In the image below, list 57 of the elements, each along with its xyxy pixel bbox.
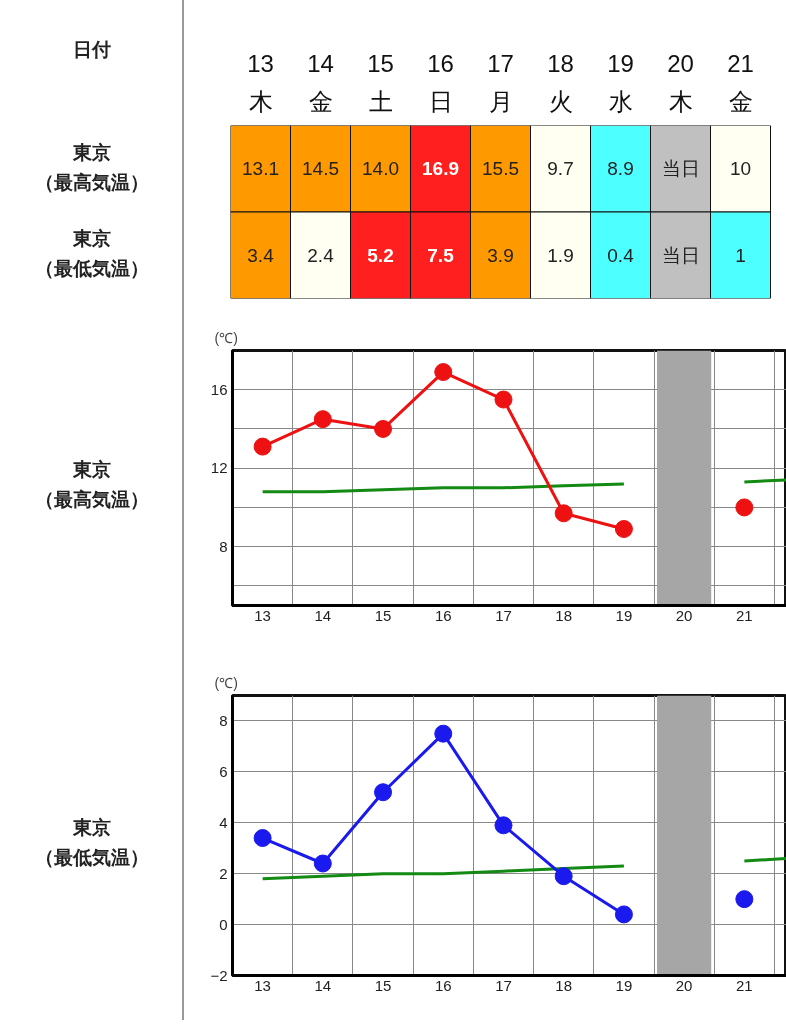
data-label: 3.9 [487,244,514,266]
data-label: 10 [729,158,752,180]
data-label: 7.5 [427,244,455,266]
x-tick-label: 16 [434,606,452,624]
x-tick-label: 15 土 [367,49,394,115]
y-axis-title: (℃) [214,329,238,346]
x-tick-label: 19 水 [607,49,634,115]
data-label: 5.2 [367,244,394,266]
x-tick-label: 13 木 [247,49,274,115]
y-tick-label: 12 [210,459,228,477]
x-tick-label: 18 [555,606,573,624]
x-tick-label: 19 [615,976,633,994]
data-label: 0.4 [607,244,635,266]
x-tick-label: 21 金 [727,49,754,115]
y-tick-label: 0 [219,915,228,933]
x-tick-label: 21 [736,976,753,994]
data-label: 1.9 [547,244,574,266]
x-tick-label: 20 木 [667,49,694,115]
data-label: 1 [735,244,746,266]
x-tick-label: 21 [736,606,753,624]
y-tick-label: 16 [210,380,228,398]
x-tick-label: 14 [314,976,332,994]
y-tick-label: −2 [210,966,228,984]
y-tick-label: 8 [219,711,228,729]
data-label: 14.5 [302,158,339,180]
x-tick-label: 14 金 [307,49,334,115]
y-tick-label: 4 [219,813,228,831]
data-label: 2.4 [307,244,335,266]
x-tick-label: 18 [555,976,573,994]
data-label: 13.1 [242,158,279,180]
data-label: 15.5 [482,158,519,180]
x-tick-label: 19 [615,606,633,624]
x-tick-label: 17 [495,606,512,624]
x-tick-label: 17 月 [487,49,514,115]
x-tick-label: 15 [374,606,392,624]
data-label: 14.0 [362,158,399,180]
x-tick-label: 20 [675,976,693,994]
data-label: 9.7 [547,158,574,180]
x-tick-label: 15 [374,976,392,994]
text: 当日 [661,158,700,180]
x-tick-label: 17 [495,976,512,994]
x-tick-label: 16 日 [427,49,454,115]
text: 当日 [661,244,700,266]
x-tick-label: 14 [314,606,332,624]
x-tick-label: 18 火 [547,49,574,115]
x-tick-label: 16 [434,976,452,994]
data-label: 3.4 [247,244,275,266]
y-axis-title: (℃) [214,674,238,691]
x-tick-label: 13 [254,606,271,624]
y-tick-label: 8 [219,537,228,555]
x-axis-title: 日付 [72,38,112,62]
y-tick-label: 6 [219,762,228,780]
y-tick-label: 2 [219,864,228,882]
x-tick-label: 20 [675,606,693,624]
x-tick-label: 13 [254,976,271,994]
data-label: 16.9 [422,158,459,180]
data-label: 8.9 [607,158,634,180]
